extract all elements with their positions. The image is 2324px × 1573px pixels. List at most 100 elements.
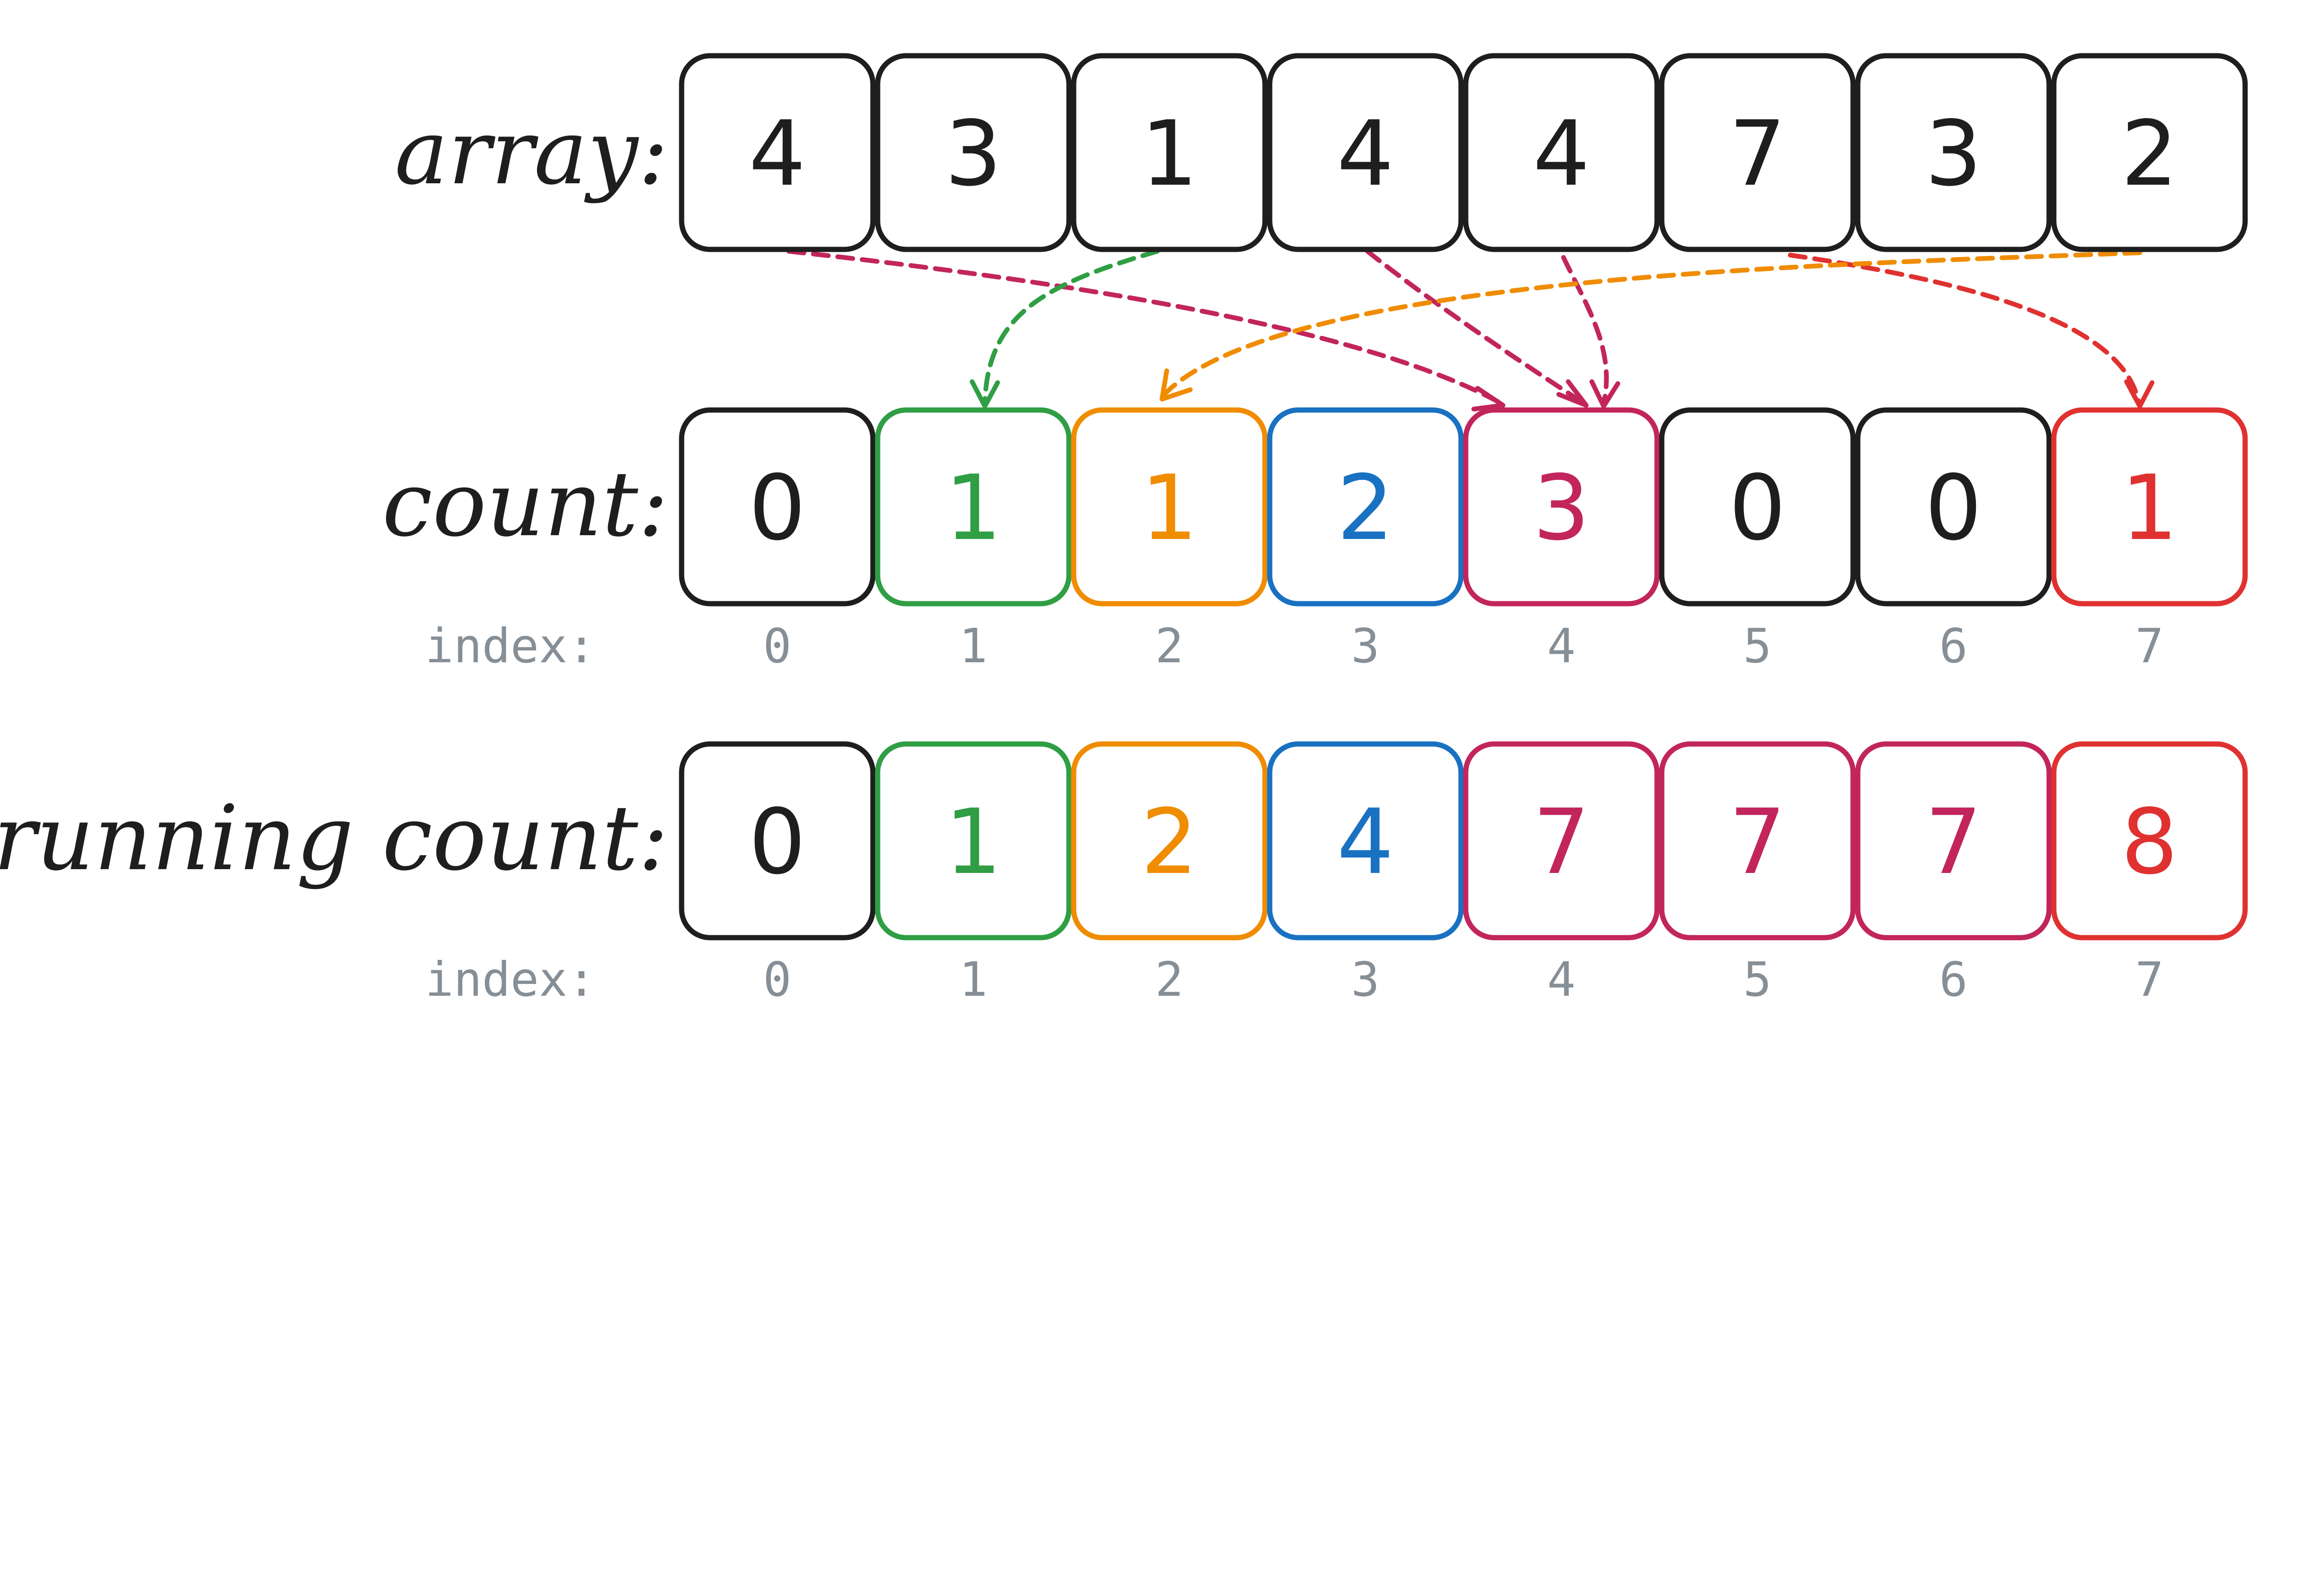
count-cell-box: [1267, 407, 1464, 607]
count-index-7: 7: [2135, 618, 2163, 674]
count-cell-box: [1659, 407, 1856, 607]
count-cell-4: 3: [1463, 407, 1660, 607]
count-cell-box: [2051, 407, 2248, 607]
array-cell-7: 2: [2051, 53, 2248, 252]
array-cell-value: 4: [1533, 102, 1590, 206]
running-count-index-0: 0: [763, 952, 791, 1007]
running-count-cell-value: 8: [2121, 790, 2178, 894]
arrowhead-array0-to-count4: [1471, 386, 1505, 411]
count-cell-value: 0: [749, 456, 806, 560]
running-count-index-3: 3: [1351, 952, 1379, 1007]
count-cell-value: 0: [1729, 456, 1786, 560]
count-cell-0: 0: [679, 407, 876, 607]
running-count-cell-box: [1855, 741, 2052, 940]
count-cell-value: 1: [945, 456, 1002, 560]
arrow-array2-to-count1: [983, 249, 1160, 406]
running-count-cell-value: 1: [945, 790, 1002, 894]
running-count-cell-value: 4: [1337, 790, 1394, 894]
running-count-cell-box: [679, 741, 876, 940]
running-count-cell-box: [2051, 741, 2248, 940]
running-count-cell-2: 2: [1071, 741, 1268, 940]
count-index-0: 0: [763, 618, 791, 674]
count-cell-6: 0: [1855, 407, 2052, 607]
array-cell-box: [2051, 53, 2248, 252]
count-cell-value: 3: [1533, 456, 1590, 560]
count-cell-value: 1: [1141, 456, 1198, 560]
count-row: 0 1 1 2 3 0 0 1: [679, 407, 2248, 607]
count-cell-value: 0: [1925, 456, 1982, 560]
count-cell-value: 2: [1337, 456, 1394, 560]
count-cell-2: 1: [1071, 407, 1268, 607]
array-cell-6: 3: [1855, 53, 2052, 252]
count-cell-box: [1071, 407, 1268, 607]
array-cell-value: 3: [1925, 102, 1982, 206]
running-count-cell-value: 7: [1729, 790, 1786, 894]
arrow-array3-to-count4: [1365, 249, 1587, 406]
running-count-cell-6: 7: [1855, 741, 2052, 940]
array-cell-box: [1267, 53, 1464, 252]
arrow-array7-to-count2: [1160, 250, 2142, 399]
array-cell-value: 4: [1337, 102, 1394, 206]
running-count-cell-5: 7: [1659, 741, 1856, 940]
running-count-cell-value: 7: [1533, 790, 1590, 894]
count-cell-5: 0: [1659, 407, 1856, 607]
running-count-cell-value: 2: [1141, 790, 1198, 894]
array-cell-box: [1071, 53, 1268, 252]
count-index-4: 4: [1547, 618, 1575, 674]
count-cell-box: [875, 407, 1072, 607]
array-row-label: array:: [394, 100, 668, 205]
count-cell-box: [1855, 407, 2052, 607]
array-row: 4 3 1 4 4 7 3 2: [679, 53, 2248, 252]
arrow-array4-to-count4: [1561, 255, 1609, 406]
arrowhead-array3-to-count4: [1556, 379, 1589, 408]
count-row-label: count:: [382, 452, 668, 556]
array-cell-2: 1: [1071, 53, 1268, 252]
array-cell-value: 4: [749, 102, 806, 206]
arrowhead-array7-to-count2: [1160, 368, 1193, 402]
count-index-row: 0 1 2 3 4 5 6 7: [763, 618, 2163, 674]
array-cell-box: [875, 53, 1072, 252]
count-index-6: 6: [1939, 618, 1967, 674]
running-count-index-4: 4: [1547, 952, 1575, 1007]
count-cell-box: [679, 407, 876, 607]
arrows-layer: [786, 249, 2154, 411]
array-cell-5: 7: [1659, 53, 1856, 252]
arrow-array0-to-count4: [786, 249, 1504, 406]
array-cell-3: 4: [1267, 53, 1464, 252]
running-count-index-2: 2: [1155, 952, 1183, 1007]
count-index-3: 3: [1351, 618, 1379, 674]
arrowhead-array4-to-count4: [1589, 379, 1620, 409]
running-count-cell-box: [875, 741, 1072, 940]
running-count-row: 0 1 2 4 7 7 7 8: [679, 741, 2248, 940]
array-cell-value: 3: [945, 102, 1002, 206]
array-cell-box: [1855, 53, 2052, 252]
running-count-row-label: running count:: [0, 786, 668, 890]
running-count-index-6: 6: [1939, 952, 1967, 1007]
array-cell-4: 4: [1463, 53, 1660, 252]
running-count-index-row: 0 1 2 3 4 5 6 7: [763, 952, 2163, 1007]
running-count-cell-1: 1: [875, 741, 1072, 940]
running-count-cell-value: 7: [1925, 790, 1982, 894]
count-cell-1: 1: [875, 407, 1072, 607]
running-count-cell-value: 0: [749, 790, 806, 894]
running-count-index-5: 5: [1743, 952, 1771, 1007]
arrowhead-array5-to-count7: [2124, 379, 2154, 409]
running-count-cell-box: [1267, 741, 1464, 940]
running-count-cell-box: [1463, 741, 1660, 940]
array-cell-box: [1659, 53, 1856, 252]
count-index-2: 2: [1155, 618, 1183, 674]
count-index-label: index:: [425, 618, 596, 674]
count-index-1: 1: [959, 618, 987, 674]
array-cell-value: 7: [1729, 102, 1786, 206]
array-cell-value: 2: [2121, 102, 2178, 206]
count-cell-box: [1463, 407, 1660, 607]
running-count-cell-7: 8: [2051, 741, 2248, 940]
array-cell-box: [679, 53, 876, 252]
running-count-cell-4: 7: [1463, 741, 1660, 940]
array-cell-1: 3: [875, 53, 1072, 252]
running-count-cell-box: [1659, 741, 1856, 940]
count-cell-value: 1: [2121, 456, 2178, 560]
array-cell-box: [1463, 53, 1660, 252]
running-count-index-7: 7: [2135, 952, 2163, 1007]
